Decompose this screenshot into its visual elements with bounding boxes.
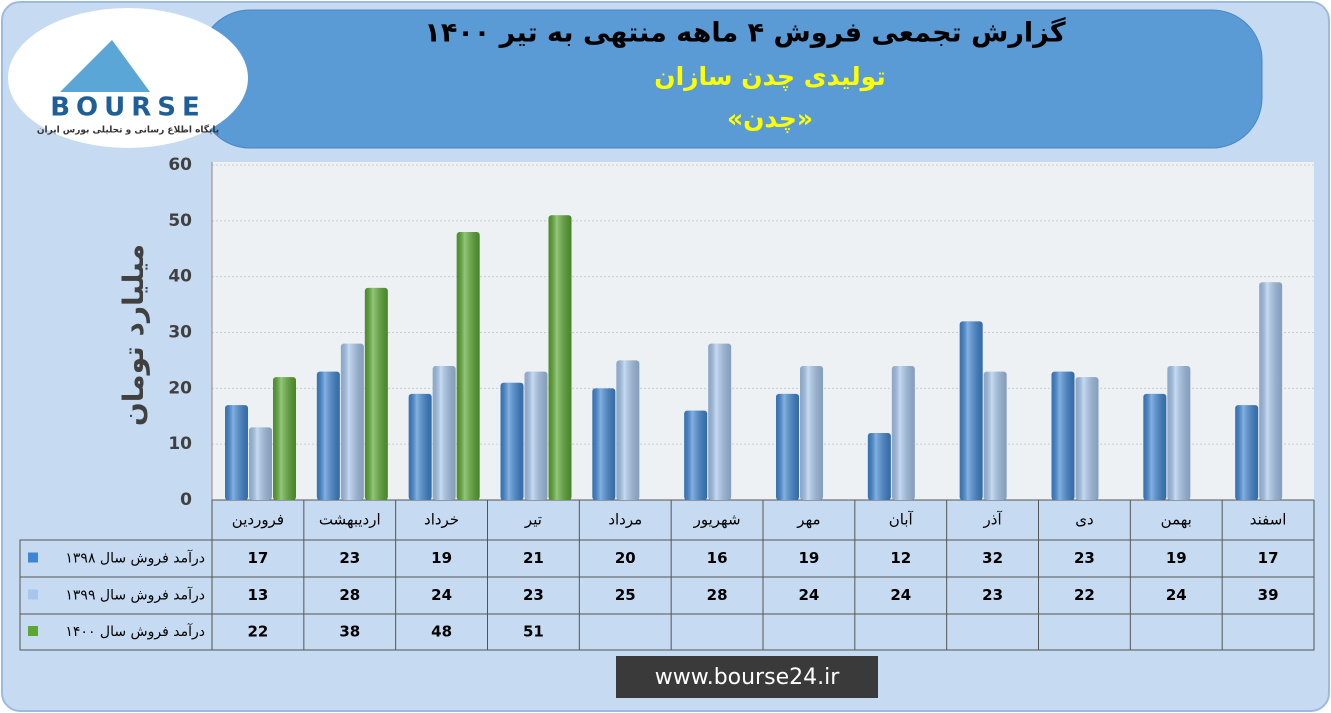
table-value: 12 xyxy=(890,549,911,567)
table-value: 17 xyxy=(247,549,268,567)
bar-shade xyxy=(364,287,388,500)
bar-shade xyxy=(249,427,272,500)
table-value: 19 xyxy=(1166,549,1187,567)
bar-shade xyxy=(983,371,1007,500)
legend-swatch xyxy=(28,589,38,600)
footer-box xyxy=(616,656,878,698)
bar-shade xyxy=(1075,377,1099,500)
y-axis-label: میلیارد تومان xyxy=(117,244,150,426)
bar-shade xyxy=(684,410,708,500)
y-tick-label: 20 xyxy=(168,378,192,398)
chart-subtitle: تولیدی چدن سازان xyxy=(654,62,885,92)
bar-shade xyxy=(1167,366,1191,500)
table-value: 19 xyxy=(431,549,452,567)
table-value: 23 xyxy=(982,586,1003,604)
x-tick-label: دی xyxy=(1075,511,1093,529)
x-tick-label: مرداد xyxy=(608,511,642,529)
table-value: 13 xyxy=(247,586,268,604)
table-value: 39 xyxy=(1258,586,1279,604)
x-tick-label: آبان xyxy=(889,511,914,529)
footer-url: www.bourse24.ir xyxy=(655,665,840,690)
bar-shade xyxy=(867,433,891,500)
x-tick-label: آذر xyxy=(983,511,1003,529)
y-tick-label: 30 xyxy=(168,323,192,343)
table-value: 24 xyxy=(1166,586,1187,604)
y-tick-label: 40 xyxy=(168,267,192,287)
bar-shade xyxy=(891,366,915,500)
x-tick-label: خرداد xyxy=(424,511,459,529)
bar-shade xyxy=(500,382,524,500)
x-tick-label: مهر xyxy=(796,511,820,529)
table-bg xyxy=(19,539,1315,651)
legend-swatch xyxy=(28,626,38,636)
table-value: 24 xyxy=(890,586,911,604)
table-value: 25 xyxy=(615,586,636,604)
bar-shade xyxy=(800,366,823,500)
bar-shade xyxy=(592,388,616,500)
plot-area xyxy=(212,162,1314,500)
x-tick-label: اسفند xyxy=(1250,511,1287,529)
bar-shade xyxy=(708,343,732,500)
table-value: 22 xyxy=(247,623,268,641)
table-value: 23 xyxy=(339,549,360,567)
table-value: 19 xyxy=(798,549,819,567)
table-value: 24 xyxy=(431,586,452,604)
bar-shade xyxy=(408,393,432,500)
bar-shade xyxy=(1143,393,1167,500)
logo-tagline: پایگاه اطلاع رسانی و تحلیلی بورس ایران xyxy=(37,124,219,136)
table-value: 23 xyxy=(1074,549,1095,567)
y-tick-label: 0 xyxy=(180,490,192,510)
table-value: 22 xyxy=(1074,586,1095,604)
table-value: 48 xyxy=(431,623,452,641)
table-value: 51 xyxy=(523,623,544,641)
bar-shade xyxy=(225,405,248,500)
x-tick-label: فروردین xyxy=(232,511,284,529)
y-tick-label: 10 xyxy=(168,434,192,454)
legend-swatch xyxy=(28,552,38,563)
chart-subtitle: «چدن» xyxy=(727,104,813,133)
table-value: 32 xyxy=(982,549,1003,567)
table-value: 17 xyxy=(1258,549,1279,567)
legend-label: درآمد فروش سال ۱۴۰۰ xyxy=(65,623,205,640)
bar-shade xyxy=(273,377,296,500)
x-tick-label: شهریور xyxy=(693,511,741,529)
logo-shape xyxy=(60,40,150,92)
logo-text: BOURSE xyxy=(50,93,206,123)
bar-shade xyxy=(959,321,983,500)
chart-title: گزارش تجمعی فروش ۴ ماهه منتهی به تیر ۱۴۰… xyxy=(424,17,1066,49)
bar-shade xyxy=(1235,405,1259,500)
table-value: 38 xyxy=(339,623,360,641)
bar-shade xyxy=(432,366,456,500)
table-value: 20 xyxy=(615,549,636,567)
bar-shade xyxy=(616,360,640,500)
bar-shade xyxy=(340,343,364,500)
y-tick-label: 50 xyxy=(168,211,192,231)
legend-label: درآمد فروش سال ۱۳۹۸ xyxy=(65,550,205,567)
legend-label: درآمد فروش سال ۱۳۹۹ xyxy=(65,587,205,604)
x-tick-label: بهمن xyxy=(1161,511,1192,529)
table-value: 21 xyxy=(523,549,544,567)
table-value: 24 xyxy=(798,586,819,604)
x-tick-label: تیر xyxy=(524,511,542,529)
bar-shade xyxy=(456,232,480,500)
y-tick-label: 60 xyxy=(168,155,192,175)
table-value: 28 xyxy=(339,586,360,604)
bar-shade xyxy=(316,371,340,500)
table-value: 23 xyxy=(523,586,544,604)
table-value: 28 xyxy=(707,586,728,604)
bar-shade xyxy=(548,215,572,500)
bar-shade xyxy=(1259,282,1283,500)
x-tick-label: اردیبهشت xyxy=(319,511,381,529)
bar-shade xyxy=(776,393,799,500)
table-value: 16 xyxy=(707,549,728,567)
bar-shade xyxy=(524,371,548,500)
bar-shade xyxy=(1051,371,1075,500)
